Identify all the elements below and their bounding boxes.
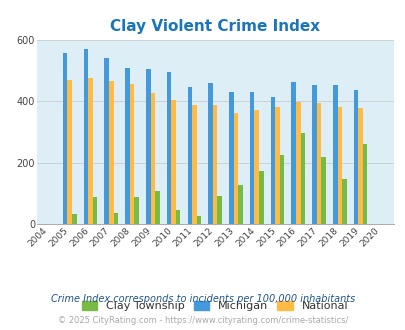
Bar xyxy=(192,105,196,224)
Bar xyxy=(341,179,346,224)
Bar xyxy=(337,107,341,224)
Bar xyxy=(233,113,238,224)
Bar xyxy=(175,210,180,224)
Bar xyxy=(217,196,222,224)
Bar xyxy=(67,80,72,224)
Legend: Clay Township, Michigan, National: Clay Township, Michigan, National xyxy=(77,296,352,316)
Bar xyxy=(166,72,171,224)
Text: © 2025 CityRating.com - https://www.cityrating.com/crime-statistics/: © 2025 CityRating.com - https://www.city… xyxy=(58,316,347,325)
Bar xyxy=(291,82,295,224)
Bar xyxy=(83,50,88,224)
Bar xyxy=(113,213,118,224)
Bar xyxy=(63,53,67,224)
Bar xyxy=(353,90,358,224)
Bar xyxy=(300,133,305,224)
Bar xyxy=(238,185,242,224)
Bar xyxy=(275,107,279,224)
Bar xyxy=(109,81,113,224)
Bar xyxy=(155,191,159,224)
Bar xyxy=(150,93,155,224)
Bar xyxy=(270,97,275,224)
Bar xyxy=(125,68,130,224)
Bar xyxy=(146,70,150,224)
Bar xyxy=(134,197,139,224)
Bar xyxy=(187,87,192,224)
Bar xyxy=(249,92,254,224)
Bar xyxy=(254,110,258,224)
Bar xyxy=(295,102,300,224)
Bar xyxy=(171,100,175,224)
Bar xyxy=(320,157,325,224)
Text: Crime Index corresponds to incidents per 100,000 inhabitants: Crime Index corresponds to incidents per… xyxy=(51,294,354,304)
Bar xyxy=(311,85,316,224)
Bar xyxy=(279,155,283,224)
Bar xyxy=(212,105,217,224)
Bar xyxy=(130,83,134,224)
Bar xyxy=(316,103,320,224)
Title: Clay Violent Crime Index: Clay Violent Crime Index xyxy=(110,19,320,34)
Bar xyxy=(104,58,109,224)
Bar xyxy=(362,144,367,224)
Bar xyxy=(93,197,97,224)
Bar xyxy=(208,83,212,224)
Bar xyxy=(88,79,93,224)
Bar xyxy=(72,214,77,224)
Bar xyxy=(228,92,233,224)
Bar xyxy=(196,216,201,224)
Bar xyxy=(358,108,362,224)
Bar xyxy=(258,171,263,224)
Bar xyxy=(332,85,337,224)
